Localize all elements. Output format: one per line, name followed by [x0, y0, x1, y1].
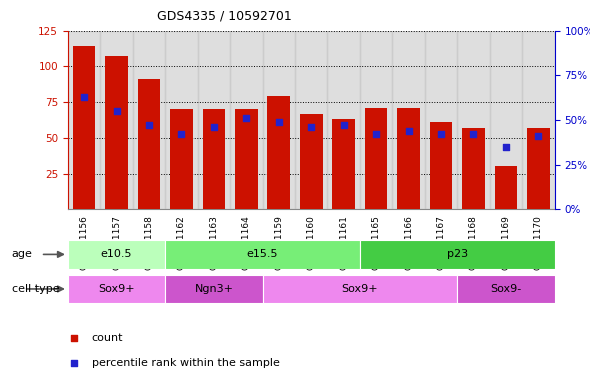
Bar: [522, 31, 555, 209]
Text: e15.5: e15.5: [247, 249, 278, 260]
Bar: [365, 108, 388, 209]
Text: GDS4335 / 10592701: GDS4335 / 10592701: [157, 10, 291, 23]
Bar: [263, 275, 457, 303]
Bar: [235, 109, 258, 209]
Bar: [360, 240, 555, 269]
Text: age: age: [12, 249, 32, 260]
Point: [534, 133, 543, 139]
Bar: [430, 122, 453, 209]
Bar: [490, 31, 522, 209]
Bar: [68, 275, 165, 303]
Point: [442, 0, 451, 1]
Point: [339, 122, 349, 128]
Bar: [165, 275, 263, 303]
Bar: [105, 56, 128, 209]
Point: [242, 115, 251, 121]
Bar: [457, 275, 555, 303]
Bar: [397, 108, 420, 209]
Point: [437, 131, 446, 137]
Bar: [165, 31, 198, 209]
Text: p23: p23: [447, 249, 468, 260]
Point: [404, 127, 413, 134]
Bar: [462, 128, 485, 209]
Bar: [170, 109, 193, 209]
Text: Sox9-: Sox9-: [490, 284, 522, 294]
Bar: [202, 109, 225, 209]
Bar: [267, 96, 290, 209]
Point: [307, 124, 316, 130]
Bar: [68, 240, 165, 269]
Bar: [494, 166, 517, 209]
Point: [274, 119, 284, 125]
Bar: [263, 31, 295, 209]
Text: percentile rank within the sample: percentile rank within the sample: [91, 358, 280, 368]
Bar: [425, 31, 457, 209]
Text: Sox9+: Sox9+: [98, 284, 135, 294]
Point: [502, 144, 511, 150]
Point: [209, 124, 219, 130]
Text: e10.5: e10.5: [101, 249, 132, 260]
Bar: [73, 46, 96, 209]
Point: [442, 224, 451, 230]
Point: [468, 131, 478, 137]
Bar: [360, 31, 392, 209]
Point: [112, 108, 122, 114]
Bar: [198, 31, 230, 209]
Bar: [392, 31, 425, 209]
Bar: [332, 119, 355, 209]
Bar: [68, 31, 100, 209]
Text: cell type: cell type: [12, 284, 60, 294]
Text: Ngn3+: Ngn3+: [194, 284, 234, 294]
Bar: [133, 31, 165, 209]
Point: [177, 131, 186, 137]
Bar: [295, 31, 327, 209]
Bar: [137, 79, 160, 209]
Text: Sox9+: Sox9+: [342, 284, 378, 294]
Point: [372, 131, 381, 137]
Point: [145, 122, 154, 128]
Bar: [457, 31, 490, 209]
Text: count: count: [91, 333, 123, 343]
Bar: [527, 128, 550, 209]
Bar: [230, 31, 263, 209]
Bar: [100, 31, 133, 209]
Bar: [165, 240, 360, 269]
Bar: [300, 114, 323, 209]
Point: [79, 94, 89, 100]
Bar: [327, 31, 360, 209]
